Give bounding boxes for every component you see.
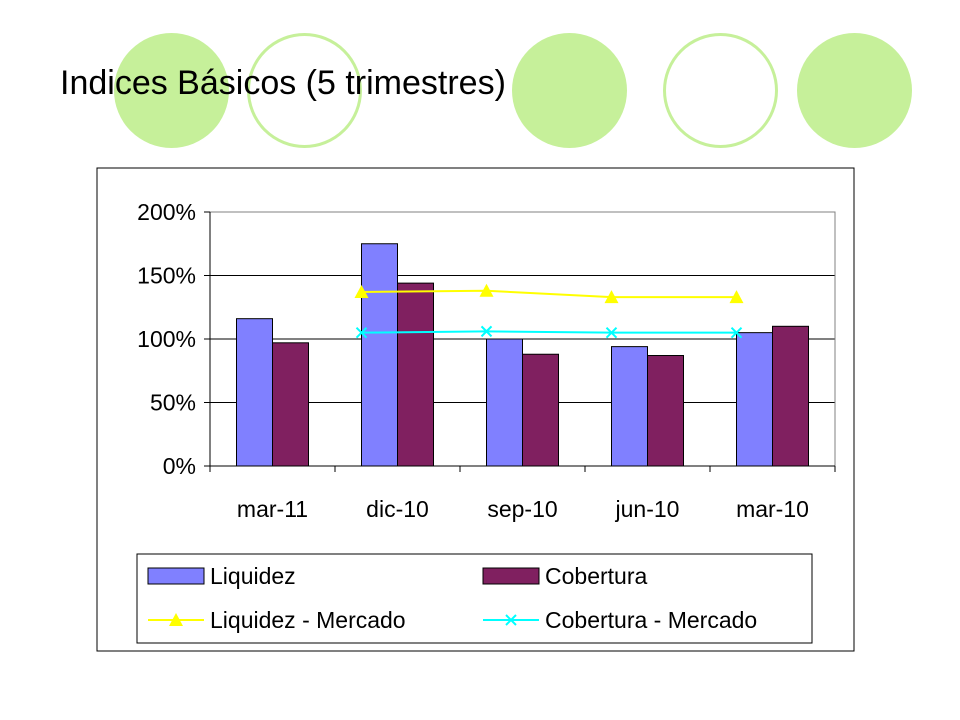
legend-label: Liquidez - Mercado [210,607,406,633]
bar-cobertura [522,353,559,467]
y-tick-label: 200% [137,199,196,225]
legend: Liquidez Cobertura Liquidez - Mercado Cober… [136,553,813,644]
line-liquidez-mercado [361,289,737,299]
line-cobertura-mercado [361,330,737,334]
bar-cobertura [647,355,684,467]
legend-box [136,553,813,644]
legend-marker [169,613,183,626]
x-tick-label: sep-10 [487,496,557,522]
legend-swatch [147,567,205,585]
y-tick-label: 0% [163,453,196,479]
marker-liquidez-mercado [604,290,619,304]
bars [236,243,809,467]
lines [354,283,744,339]
circle-icon [797,33,912,148]
legend-label: Liquidez [210,563,296,589]
marker-liquidez-mercado [354,285,369,299]
bar-liquidez [361,243,398,467]
slide-title: Indices Básicos (5 trimestres) [60,64,506,102]
legend-marker [505,614,517,626]
y-tick-label: 50% [150,390,196,416]
marker-cobertura-mercado [730,326,743,339]
marker-cobertura-mercado [480,325,493,338]
legend-label: Cobertura [545,563,647,589]
circle-icon [114,33,229,148]
marker-cobertura-mercado [605,326,618,339]
axis-ticks: 0% 50% 100% 150% 200% mar-11 dic-10 sep-10 jun-1… [137,199,836,522]
bar-cobertura [772,325,809,467]
x-tick-label: mar-11 [237,496,308,522]
circle-icon [512,33,627,148]
bar-liquidez [611,346,648,467]
y-tick-label: 150% [137,263,196,289]
bar-cobertura [397,282,434,467]
circle-icon [663,33,778,148]
marker-liquidez-mercado [479,283,494,297]
y-tick-label: 100% [137,326,196,352]
legend-swatch [482,567,540,585]
bar-liquidez [736,332,773,467]
marker-liquidez-mercado [729,290,744,304]
bar-liquidez [236,318,273,467]
x-tick-label: dic-10 [366,496,429,522]
bar-liquidez [486,338,523,467]
legend-label: Cobertura - Mercado [545,607,757,633]
marker-cobertura-mercado [355,326,368,339]
x-tick-label: mar-10 [736,496,809,522]
bar-cobertura [272,342,309,467]
circle-icon [247,33,362,148]
x-tick-label: jun-10 [615,496,680,522]
